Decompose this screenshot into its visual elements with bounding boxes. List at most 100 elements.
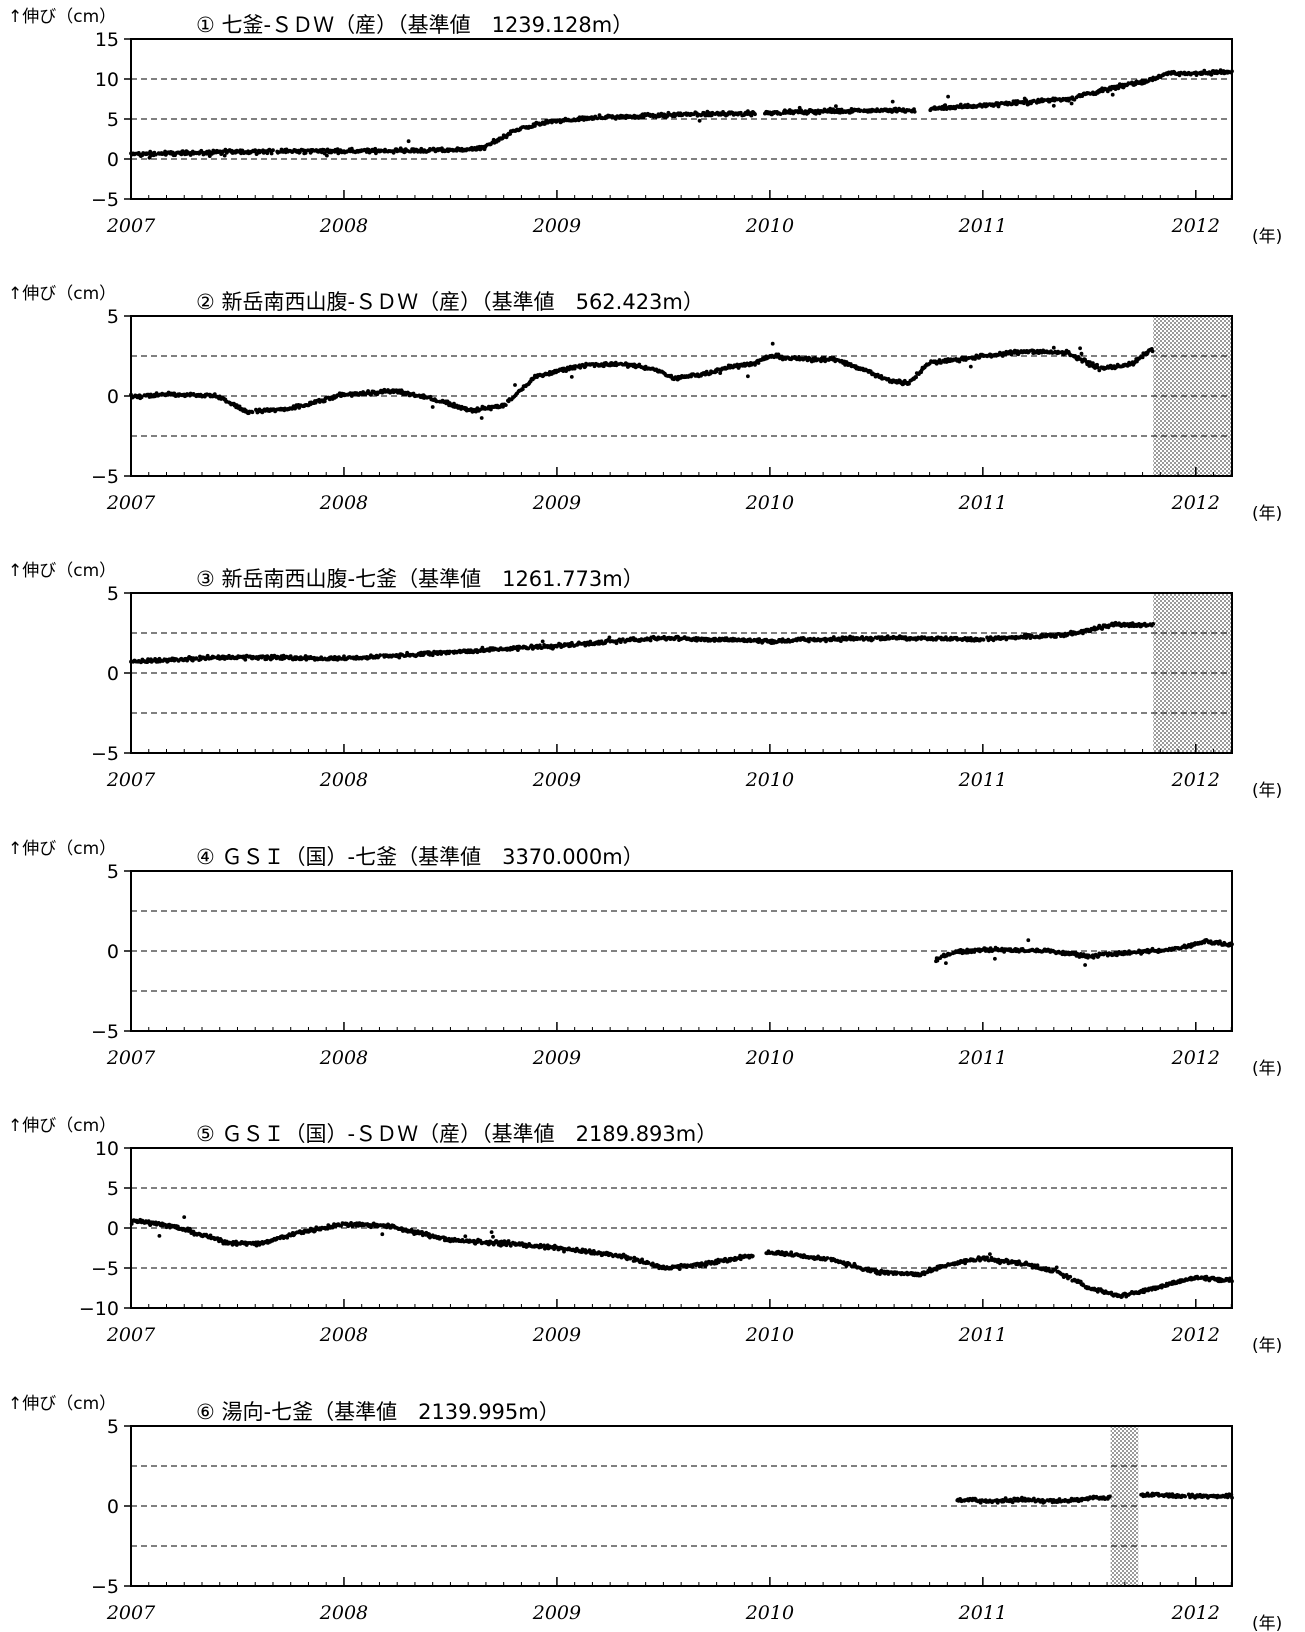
y-axis-label: ↑伸び（cm） (8, 561, 116, 581)
x-tick-label: 2007 (106, 769, 156, 791)
y-axis-label: ↑伸び（cm） (8, 284, 116, 304)
x-tick-label: 2008 (319, 215, 368, 237)
data-point (243, 657, 248, 662)
x-tick-label: 2012 (1171, 215, 1220, 237)
data-point (139, 395, 144, 400)
data-points (129, 68, 1234, 160)
data-point (912, 109, 917, 114)
data-point (890, 99, 895, 104)
data-point (513, 383, 517, 387)
data-point (834, 104, 838, 108)
chart-3: ↑伸び（cm） ③ 新岳南西山腹-七釜（基準値 1261.773m）50−5200… (8, 561, 1282, 801)
data-point (828, 106, 833, 111)
x-tick-label: 2011 (958, 215, 1007, 237)
data-point (1097, 368, 1102, 373)
data-points (934, 938, 1234, 967)
data-point (753, 112, 757, 117)
data-point (1088, 360, 1092, 364)
data-point (1150, 349, 1155, 354)
x-tick-label: 2011 (958, 492, 1007, 514)
data-point (946, 94, 950, 99)
data-point (1051, 103, 1056, 108)
data-point (607, 635, 612, 640)
data-point (968, 364, 973, 369)
data-point (325, 153, 329, 158)
data-point (503, 403, 508, 407)
x-tick-label: 2009 (532, 492, 581, 514)
data-point (858, 108, 863, 113)
y-axis-label: ↑伸び（cm） (8, 1116, 116, 1136)
data-point (322, 399, 327, 404)
y-tick-label: −5 (91, 743, 119, 765)
data-point (1140, 355, 1145, 360)
y-tick-label: −5 (91, 466, 119, 488)
x-tick-label: 2009 (532, 215, 581, 237)
data-point (914, 375, 918, 380)
x-tick-label: 2009 (532, 1047, 581, 1069)
data-point (770, 341, 775, 346)
data-point (944, 961, 948, 965)
data-point (750, 1254, 755, 1258)
data-points (129, 620, 1156, 665)
data-points (129, 341, 1155, 420)
data-point (153, 152, 158, 157)
data-point (157, 1234, 162, 1238)
y-axis-label: ↑伸び（cm） (8, 7, 116, 27)
data-point (697, 118, 702, 123)
data-point (907, 381, 911, 386)
data-point (1095, 365, 1100, 370)
x-unit-label: (年) (1252, 781, 1282, 801)
x-tick-label: 2012 (1171, 769, 1220, 791)
x-tick-label: 2012 (1171, 492, 1220, 514)
data-point (1073, 354, 1077, 358)
data-point (1078, 346, 1082, 351)
data-point (380, 1232, 385, 1237)
y-tick-label: −5 (91, 1021, 119, 1043)
x-tick-label: 2007 (106, 492, 156, 514)
data-point (540, 639, 545, 644)
data-point (430, 405, 435, 409)
data-point (182, 1215, 187, 1219)
x-unit-label: (年) (1252, 504, 1282, 524)
data-point (746, 374, 750, 379)
x-unit-label: (年) (1252, 1059, 1282, 1079)
chart-title: ⑤ ＧＳＩ（国）-ＳＤＷ（産）（基準値 2189.893m） (196, 1122, 717, 1146)
x-tick-label: 2012 (1171, 1047, 1220, 1069)
data-point (1069, 101, 1074, 106)
y-tick-label: 0 (107, 663, 119, 685)
y-tick-label: 5 (107, 306, 119, 328)
data-point (562, 366, 566, 371)
y-tick-label: 0 (107, 149, 119, 171)
x-tick-label: 2009 (532, 769, 581, 791)
data-point (756, 361, 761, 365)
data-point (1015, 349, 1020, 353)
data-point (1051, 345, 1056, 350)
data-point (1083, 963, 1087, 967)
data-point (1015, 102, 1019, 106)
data-point (222, 153, 227, 158)
y-axis-label: ↑伸び（cm） (8, 839, 116, 859)
data-point (253, 148, 258, 153)
x-tick-label: 2007 (106, 1047, 156, 1069)
y-tick-label: 0 (107, 941, 119, 963)
data-point (378, 653, 383, 658)
data-point (406, 139, 411, 144)
chart-4: ↑伸び（cm） ④ ＧＳＩ（国）-七釜（基準値 3370.000m）50−5200… (8, 839, 1282, 1079)
y-tick-label: 0 (107, 386, 119, 408)
x-tick-label: 2010 (745, 215, 794, 237)
data-point (718, 371, 723, 375)
data-point (1079, 351, 1084, 356)
chart-5: ↑伸び（cm） ⑤ ＧＳＩ（国）-ＳＤＷ（産）（基準値 2189.893m）105… (8, 1116, 1282, 1356)
data-point (435, 399, 439, 404)
data-point (1022, 101, 1026, 106)
x-tick-label: 2010 (745, 492, 794, 514)
x-tick-label: 2008 (319, 492, 368, 514)
data-point (491, 1234, 495, 1239)
data-point (489, 1230, 494, 1234)
x-tick-label: 2008 (319, 1047, 368, 1069)
data-point (778, 112, 783, 116)
x-tick-label: 2011 (958, 1047, 1007, 1069)
chart-title: ③ 新岳南西山腹-七釜（基準値 1261.773m） (196, 567, 644, 591)
y-tick-label: 15 (95, 29, 119, 51)
y-tick-label: −5 (91, 189, 119, 211)
